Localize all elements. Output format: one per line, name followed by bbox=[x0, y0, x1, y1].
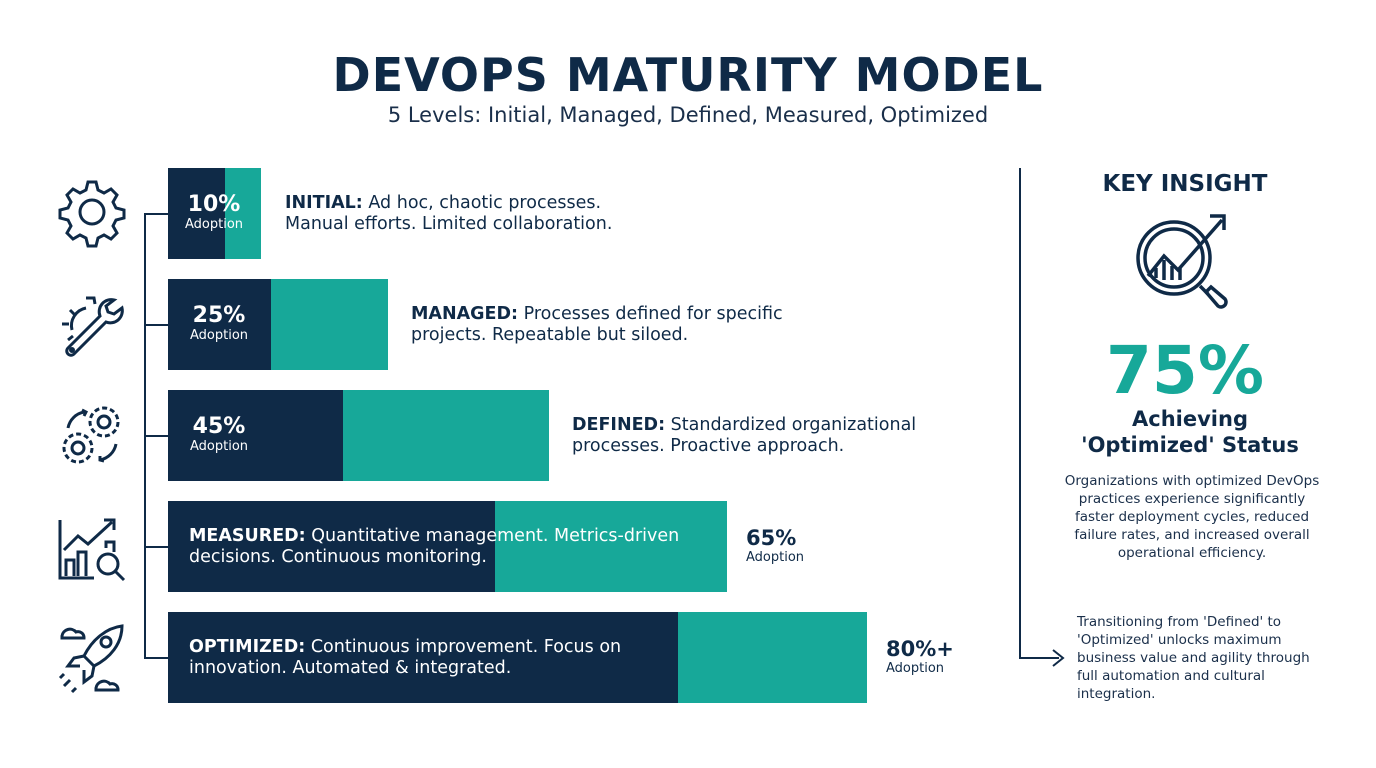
page-subtitle: 5 Levels: Initial, Managed, Defined, Mea… bbox=[387, 103, 989, 127]
adoption-label: Adoption bbox=[746, 550, 805, 565]
level-bar-managed bbox=[168, 279, 388, 370]
gear-wrench-icon bbox=[62, 296, 124, 357]
level-name: OPTIMIZED: bbox=[189, 637, 306, 657]
level-percent: 10% Adoption bbox=[172, 192, 256, 233]
connector-branch bbox=[144, 546, 168, 548]
level-text: Standardized organizational processes. P… bbox=[572, 415, 917, 456]
level-description-defined: DEFINED: Standardized organizational pro… bbox=[572, 415, 952, 457]
level-name: INITIAL: bbox=[285, 193, 363, 213]
insight-footer: Transitioning from 'Defined' to 'Optimiz… bbox=[1077, 614, 1310, 702]
level-percent: 65% Adoption bbox=[746, 526, 804, 565]
level-bar-initial bbox=[168, 168, 261, 259]
percent-value: 25% bbox=[192, 303, 246, 328]
adoption-label: Adoption bbox=[886, 661, 945, 676]
page-title: DEVOPS MATURITY MODEL bbox=[332, 48, 1044, 102]
rocket-icon bbox=[58, 624, 124, 694]
insight-body: Organizations with optimized DevOps prac… bbox=[1064, 473, 1320, 561]
adoption-label: Adoption bbox=[189, 328, 249, 343]
level-bar-defined bbox=[168, 390, 549, 481]
level-name: MEASURED: bbox=[189, 526, 306, 546]
level-text: Continuous improvement. Focus on innovat… bbox=[189, 637, 622, 678]
level-description-initial: INITIAL: Ad hoc, chaotic processes. Manu… bbox=[285, 193, 665, 235]
level-name: MANAGED: bbox=[411, 304, 518, 324]
insight-line bbox=[1019, 657, 1059, 659]
connector-branch bbox=[144, 657, 168, 659]
connector-branch bbox=[144, 324, 168, 326]
percent-value: 10% bbox=[187, 192, 241, 217]
connector-branch bbox=[144, 435, 168, 437]
percent-value: 65% bbox=[746, 526, 797, 550]
arrow-right-icon bbox=[1052, 649, 1065, 667]
level-text: Processes defined for specific projects.… bbox=[411, 304, 783, 345]
level-name: DEFINED: bbox=[572, 415, 666, 435]
percent-value: 45% bbox=[192, 414, 246, 439]
adoption-label: Adoption bbox=[184, 217, 244, 232]
level-description-managed: MANAGED: Processes defined for specific … bbox=[411, 304, 801, 346]
level-bar-measured bbox=[168, 501, 727, 592]
insight-line bbox=[1019, 168, 1021, 659]
level-percent: 80%+ Adoption bbox=[886, 637, 954, 676]
level-percent: 45% Adoption bbox=[176, 414, 262, 455]
level-description-optimized: OPTIMIZED: Continuous improvement. Focus… bbox=[189, 637, 669, 679]
gears-cycle-icon bbox=[62, 406, 120, 464]
level-bar-optimized bbox=[168, 612, 867, 703]
level-description-measured: MEASURED: Quantitative management. Metri… bbox=[189, 526, 689, 568]
level-text: Quantitative management. Metrics-driven … bbox=[189, 526, 680, 567]
chart-magnifier-icon bbox=[58, 518, 126, 582]
insight-stat-label: Achieving 'Optimized' Status bbox=[1081, 407, 1299, 457]
gear-icon bbox=[58, 180, 126, 248]
level-percent: 25% Adoption bbox=[176, 303, 262, 344]
adoption-label: Adoption bbox=[189, 439, 249, 454]
insight-stat: 75% bbox=[1106, 332, 1264, 409]
connector-branch bbox=[144, 213, 168, 215]
magnifier-growth-icon bbox=[1136, 214, 1228, 309]
percent-value: 80%+ bbox=[886, 637, 954, 661]
insight-heading: KEY INSIGHT bbox=[1102, 171, 1268, 197]
level-text: Ad hoc, chaotic processes. Manual effort… bbox=[285, 193, 613, 234]
